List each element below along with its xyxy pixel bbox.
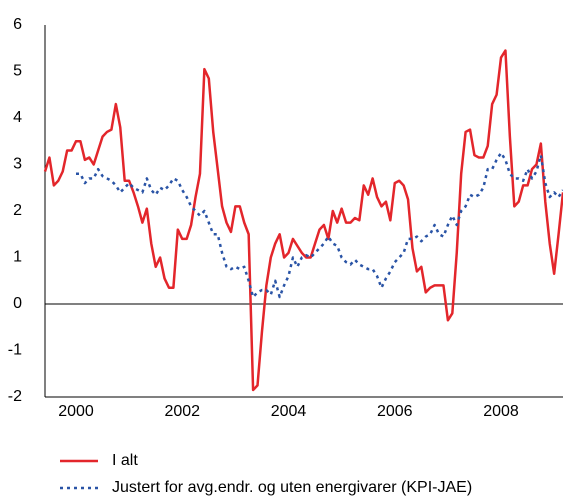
y-tick-label: 5 xyxy=(13,63,22,80)
x-tick-label: 2000 xyxy=(58,403,94,420)
y-tick-label: 3 xyxy=(13,156,22,173)
x-tick-label: 2002 xyxy=(164,403,200,420)
y-tick-label: -1 xyxy=(8,342,22,359)
x-tick-label: 2006 xyxy=(377,403,413,420)
y-tick-label: 4 xyxy=(13,109,22,126)
y-tick-label: -2 xyxy=(8,388,22,405)
y-tick-label: 1 xyxy=(13,249,22,266)
x-tick-label: 2004 xyxy=(271,403,307,420)
series-line xyxy=(43,49,563,392)
legend-label: I alt xyxy=(112,452,138,469)
y-tick-label: 0 xyxy=(13,295,22,312)
legend-label: Justert for avg.endr. og uten energivare… xyxy=(112,479,472,496)
y-tick-label: 6 xyxy=(13,16,22,33)
series-line xyxy=(75,151,563,299)
y-tick-label: 2 xyxy=(13,202,22,219)
x-tick-label: 2008 xyxy=(483,403,519,420)
